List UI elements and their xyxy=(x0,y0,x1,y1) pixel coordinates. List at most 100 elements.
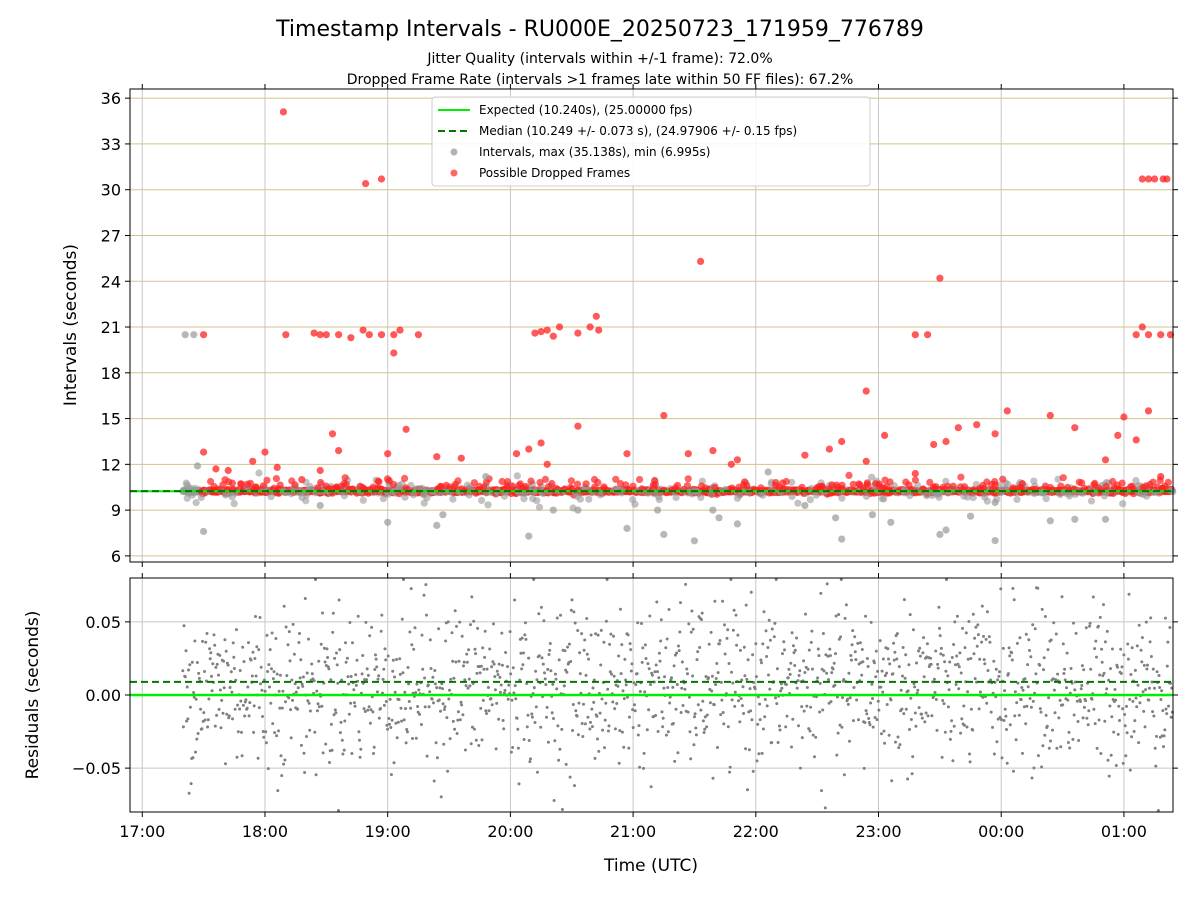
residual-point xyxy=(1059,745,1063,749)
residual-point xyxy=(1121,707,1125,711)
residual-point xyxy=(837,637,841,641)
residual-point xyxy=(710,689,714,693)
residual-point xyxy=(818,681,822,685)
residual-point xyxy=(659,618,663,622)
residual-point xyxy=(576,629,580,632)
residual-point xyxy=(296,686,300,690)
residual-point xyxy=(746,658,750,662)
residual-point xyxy=(526,713,530,717)
residual-point xyxy=(1066,698,1070,702)
residual-point xyxy=(1038,663,1042,667)
residual-point xyxy=(601,728,605,732)
residual-point xyxy=(1084,626,1088,630)
residual-point xyxy=(708,701,712,705)
residual-point xyxy=(267,663,271,667)
residual-point xyxy=(483,629,487,633)
residual-point xyxy=(764,629,768,633)
interval-point xyxy=(255,469,263,477)
residual-point xyxy=(633,709,637,713)
residual-point xyxy=(860,648,864,651)
interval-point xyxy=(230,500,238,508)
residual-point xyxy=(269,701,273,705)
dropped-frame-point xyxy=(684,450,692,458)
interval-point xyxy=(1119,500,1127,508)
residual-point xyxy=(662,686,666,690)
residual-point xyxy=(885,671,889,675)
dropped-frame-point xyxy=(1071,424,1079,432)
residual-point xyxy=(1102,671,1106,675)
residual-point xyxy=(452,676,456,680)
residual-point xyxy=(465,660,469,664)
dropped-frame-point xyxy=(586,323,594,331)
residual-point xyxy=(233,707,237,711)
residual-point xyxy=(514,697,518,701)
residual-point xyxy=(358,755,362,759)
residual-point xyxy=(1100,660,1104,664)
residual-point xyxy=(1010,651,1014,655)
residual-point xyxy=(220,698,224,702)
residual-point xyxy=(499,690,502,694)
residual-point xyxy=(1023,677,1027,681)
residual-point xyxy=(836,731,840,735)
residual-point xyxy=(680,686,684,690)
dropped-frame-point xyxy=(544,483,553,491)
residual-point xyxy=(1126,657,1130,661)
dropped-frame-point xyxy=(333,484,341,492)
interval-point xyxy=(736,491,744,500)
residual-point xyxy=(1159,698,1163,701)
residual-point xyxy=(585,617,589,620)
residual-point xyxy=(1027,638,1031,642)
residual-point xyxy=(257,706,261,710)
residual-point xyxy=(212,633,216,637)
residual-point xyxy=(1038,707,1042,711)
dropped-frame-point xyxy=(246,479,254,487)
residual-point xyxy=(424,583,428,587)
residual-point xyxy=(229,670,233,674)
residual-point xyxy=(711,776,715,780)
residual-point xyxy=(1055,746,1059,750)
residual-point xyxy=(331,630,335,634)
residual-point xyxy=(364,620,368,624)
residual-point xyxy=(1081,716,1085,720)
residual-point xyxy=(272,670,276,674)
residual-point xyxy=(774,578,778,581)
residual-point xyxy=(427,705,431,709)
residual-point xyxy=(415,682,419,686)
residual-point xyxy=(258,616,262,619)
residual-point xyxy=(413,626,417,630)
residual-point xyxy=(599,628,603,632)
residual-point xyxy=(603,746,606,750)
residual-point xyxy=(959,671,963,675)
residual-point xyxy=(1032,766,1036,770)
residual-point xyxy=(573,784,576,788)
residual-point xyxy=(250,674,254,678)
residual-point xyxy=(846,697,850,701)
legend-box xyxy=(431,96,871,187)
residual-point xyxy=(482,667,486,671)
residual-point xyxy=(1142,663,1146,667)
residual-point xyxy=(328,761,331,764)
residual-point xyxy=(992,659,996,663)
residual-point xyxy=(384,700,388,703)
residual-point xyxy=(314,578,317,581)
residual-point xyxy=(575,714,579,718)
residual-point xyxy=(671,722,675,725)
residual-point xyxy=(946,674,950,678)
residual-point xyxy=(386,654,390,658)
residual-point xyxy=(502,727,506,731)
residual-point xyxy=(288,659,292,663)
residual-point xyxy=(563,649,567,653)
dropped-frame-point xyxy=(902,478,910,486)
residual-point xyxy=(1002,719,1006,722)
residual-point xyxy=(275,672,279,676)
residual-point xyxy=(631,726,635,730)
interval-point xyxy=(484,501,492,509)
residual-point xyxy=(740,704,744,708)
residual-point xyxy=(290,678,294,682)
residual-point xyxy=(903,676,907,680)
residual-point xyxy=(851,719,855,723)
residual-point xyxy=(820,789,823,793)
dropped-frame-point xyxy=(207,477,215,486)
residual-point xyxy=(784,683,788,686)
dropped-frame-point xyxy=(566,484,575,492)
